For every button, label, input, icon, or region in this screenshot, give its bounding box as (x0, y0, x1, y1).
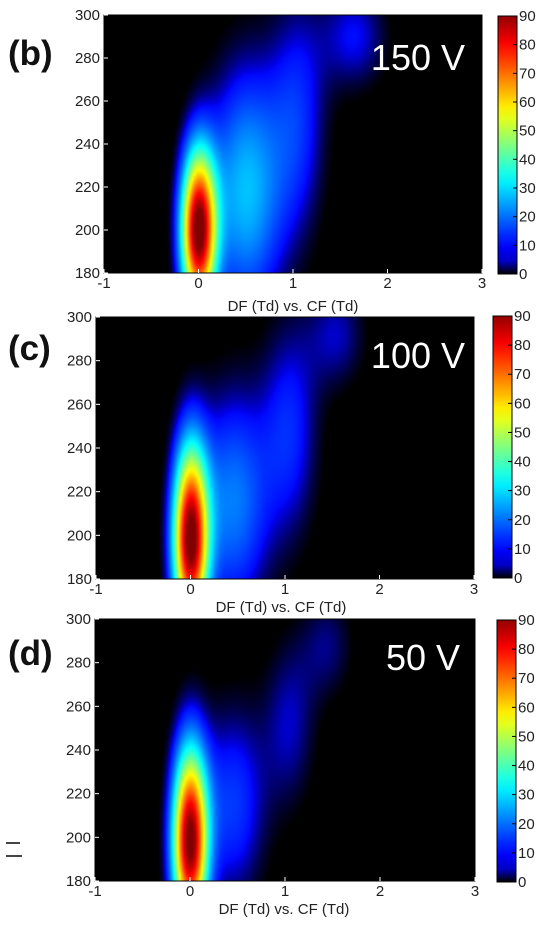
y-tick-label: 200 (66, 829, 91, 846)
colorbar-tick-label: 20 (518, 816, 535, 833)
colorbar-tick-label: 80 (514, 337, 531, 354)
x-tick-label: 3 (478, 275, 486, 292)
colorbar-tick-label: 0 (518, 874, 526, 891)
colorbar-tick-label: 40 (519, 151, 536, 168)
colorbar-tick-label: 80 (518, 641, 535, 658)
y-tick-label: 280 (66, 655, 91, 672)
y-tick-label: 180 (66, 873, 91, 890)
y-tick-label: 220 (67, 484, 92, 501)
colorbar-tick-label: 30 (514, 483, 531, 500)
colorbar-tick-label: 40 (514, 454, 531, 471)
heatmap-image (104, 15, 482, 273)
y-tick-label: 260 (66, 698, 91, 715)
x-tick-label: 0 (194, 275, 202, 292)
y-tick-label: 240 (67, 440, 92, 457)
panel-label: (d) (8, 634, 53, 673)
y-tick-label: 240 (66, 742, 91, 759)
axes: -1 0 1 2 3 180 200 220 240 260 280 300 (75, 7, 486, 292)
voltage-label: 50 V (386, 637, 460, 678)
colorbar-tick-label: 0 (519, 266, 527, 283)
x-tick-label: 0 (186, 883, 194, 900)
colorbar-tick-label: 60 (518, 699, 535, 716)
colorbar-tick-label: 20 (514, 512, 531, 529)
x-axis-label: DF (Td) vs. CF (Td) (228, 298, 359, 315)
colorbar-tick-label: 90 (518, 612, 535, 629)
x-tick-label: 1 (281, 883, 289, 900)
colorbar (497, 15, 518, 275)
y-tick-label: 180 (67, 571, 92, 588)
colorbar-tick-label: 50 (518, 728, 535, 745)
x-tick-label: 3 (470, 581, 478, 598)
x-axis-label: DF (Td) vs. CF (Td) (219, 901, 350, 918)
x-tick-label: -1 (88, 883, 101, 900)
voltage-label: 150 V (371, 37, 465, 78)
y-tick-label: 200 (67, 527, 92, 544)
colorbar-tick-label: 0 (514, 570, 522, 587)
x-tick-label: 1 (289, 275, 297, 292)
stray-marks (6, 842, 22, 857)
colorbar (492, 315, 513, 579)
y-tick-label: 180 (75, 265, 100, 282)
y-tick-label: 300 (66, 611, 91, 628)
y-tick-label: 260 (75, 93, 100, 110)
panel-label: (b) (8, 34, 53, 73)
panel-label: (c) (8, 329, 51, 368)
colorbar-tick-label: 20 (519, 209, 536, 226)
y-tick-label: 280 (67, 353, 92, 370)
x-tick-label: 0 (186, 581, 194, 598)
colorbar-tick-label: 80 (519, 37, 536, 54)
colorbar-tick-label: 70 (518, 670, 535, 687)
colorbar-tick-label: 50 (519, 123, 536, 140)
x-axis-label: DF (Td) vs. CF (Td) (216, 599, 347, 616)
heatmap-image (95, 619, 475, 881)
colorbar-ticks: 0 10 20 30 40 50 60 70 80 90 (513, 8, 536, 283)
x-tick-label: 2 (375, 581, 383, 598)
y-tick-label: 300 (75, 7, 100, 24)
colorbar-tick-label: 60 (519, 94, 536, 111)
colorbar-tick-label: 60 (514, 395, 531, 412)
colorbar-ticks: 0 10 20 30 40 50 60 70 80 90 (512, 612, 535, 891)
colorbar-tick-label: 70 (519, 65, 536, 82)
colorbar-tick-label: 40 (518, 758, 535, 775)
colorbar-ticks: 0 10 20 30 40 50 60 70 80 90 (508, 308, 531, 587)
x-tick-label: -1 (89, 581, 102, 598)
x-tick-label: 2 (376, 883, 384, 900)
voltage-label: 100 V (371, 335, 465, 376)
colorbar-tick-label: 70 (514, 366, 531, 383)
x-tick-label: 3 (471, 883, 479, 900)
heatmap-image (96, 317, 474, 579)
colorbar-tick-label: 10 (514, 541, 531, 558)
colorbar-tick-label: 30 (518, 787, 535, 804)
colorbar-tick-label: 90 (519, 8, 536, 25)
x-tick-label: -1 (97, 275, 110, 292)
colorbar-tick-label: 50 (514, 424, 531, 441)
y-tick-label: 220 (66, 786, 91, 803)
y-tick-label: 200 (75, 222, 100, 239)
y-tick-label: 300 (67, 309, 92, 326)
y-tick-label: 260 (67, 396, 92, 413)
colorbar-tick-label: 30 (519, 180, 536, 197)
y-tick-label: 240 (75, 136, 100, 153)
x-tick-label: 2 (383, 275, 391, 292)
y-tick-label: 280 (75, 50, 100, 67)
colorbar-tick-label: 10 (519, 237, 536, 254)
axes: -1 0 1 2 3 180 200 220 240 260 280 300 (67, 309, 478, 598)
colorbar-tick-label: 10 (518, 845, 535, 862)
colorbar-tick-label: 90 (514, 308, 531, 325)
y-tick-label: 220 (75, 179, 100, 196)
x-tick-label: 1 (281, 581, 289, 598)
axes: -1 0 1 2 3 180 200 220 240 260 280 300 (66, 611, 479, 900)
colorbar (496, 619, 517, 883)
